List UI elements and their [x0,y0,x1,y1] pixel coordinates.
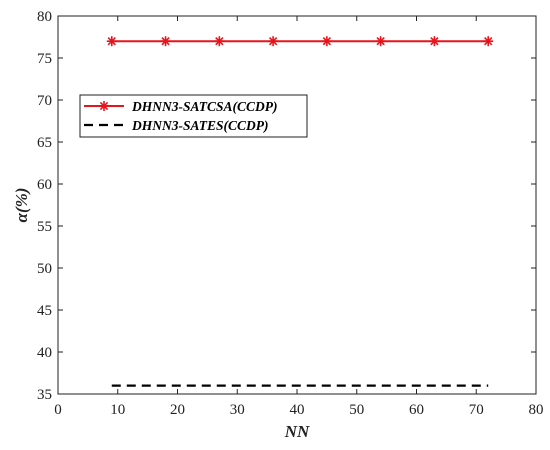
y-tick-label: 45 [37,303,52,319]
x-tick-label: 50 [349,402,364,418]
x-tick-label: 10 [110,402,125,418]
x-tick-label: 70 [469,402,484,418]
x-tick-label: 20 [170,402,185,418]
marker-stroke [322,37,332,46]
y-tick-label: 60 [37,177,52,193]
marker-stroke [430,37,439,46]
y-tick-label: 65 [37,135,52,151]
y-tick-label: 35 [37,387,52,403]
plot-area [58,16,536,394]
legend-label-1: DHNN3-SATCSA(CCDP) [131,99,278,114]
data-point [321,36,332,47]
x-tick-label: 60 [409,402,424,418]
y-axis-title: α(%) [12,188,31,223]
y-tick-label: 50 [37,261,52,277]
x-tick-label: 80 [529,402,544,418]
data-point [214,36,225,47]
marker-stroke [107,37,116,46]
x-axis-title: NN [284,422,310,441]
marker-stroke [484,37,493,46]
x-tick-label: 30 [230,402,245,418]
data-point [375,36,386,47]
legend-label-2: DHNN3-SATES(CCDP) [131,118,269,133]
data-point [429,36,440,47]
marker-stroke [215,37,224,46]
marker-stroke [376,37,385,46]
ticks-layer: 0 10 20 30 40 50 60 70 80 35 40 45 50 55 60 65 70 75 80 [37,9,544,418]
legend: DHNN3-SATCSA(CCDP) DHNN3-SATES(CCDP) [79,94,308,138]
series-layer [106,36,494,387]
legend-marker [99,101,109,111]
data-point [483,36,494,47]
y-tick-label: 70 [37,93,52,109]
marker-stroke [161,37,170,46]
y-tick-label: 40 [37,345,52,361]
y-tick-label: 75 [37,51,52,67]
x-tick-label: 40 [290,402,305,418]
x-tick-label: 0 [54,402,62,418]
marker-stroke [268,37,278,46]
y-tick-label: 80 [37,9,52,25]
data-point [268,36,279,47]
legend-box [79,94,308,138]
data-point [160,36,171,47]
y-tick-label: 55 [37,219,52,235]
data-point [106,36,117,47]
marker-stroke [99,101,109,111]
